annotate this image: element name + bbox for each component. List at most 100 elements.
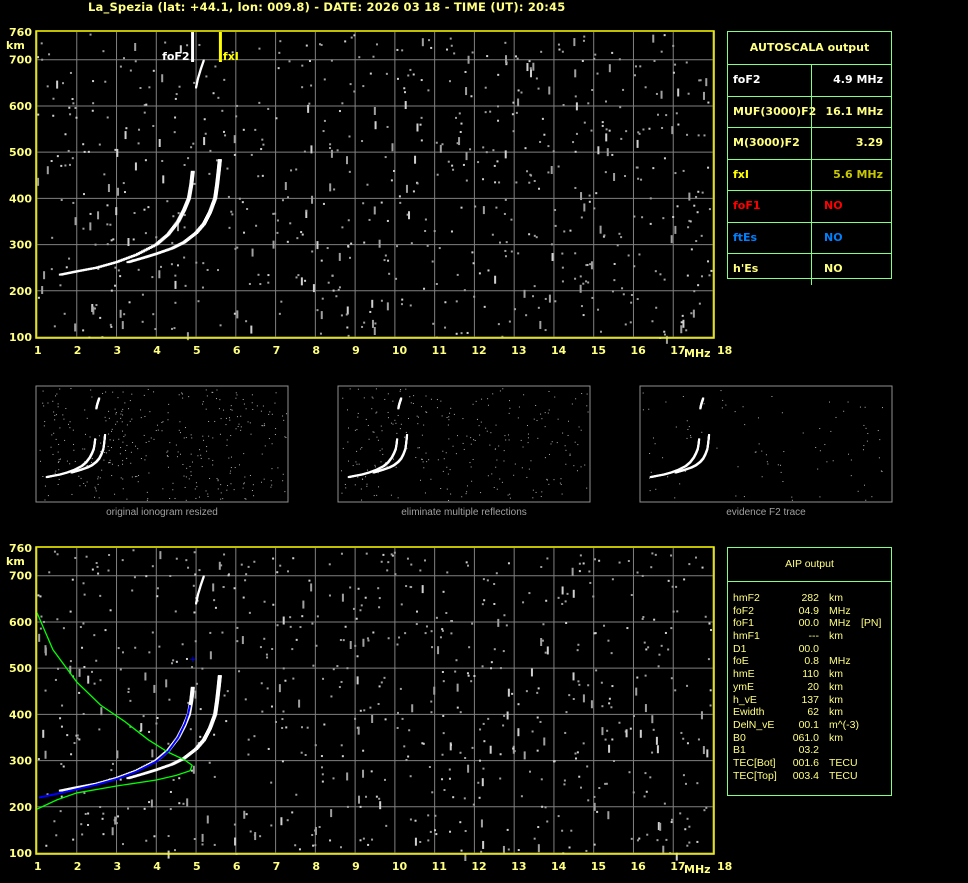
noise-point (340, 680, 343, 683)
noise-point (865, 427, 867, 429)
noise-point (881, 471, 883, 473)
aip-cell (861, 592, 891, 605)
noise-point (421, 585, 424, 594)
noise-point (680, 325, 683, 334)
noise-point (590, 129, 593, 132)
noise-point (57, 667, 60, 670)
noise-point (624, 323, 627, 326)
noise-point (431, 260, 434, 263)
noise-point (533, 285, 536, 288)
noise-point (448, 419, 450, 421)
noise-point (593, 558, 596, 561)
x-tick-label: 12 (471, 344, 486, 357)
noise-point (121, 321, 124, 330)
noise-point (285, 413, 287, 415)
thumbnail-frame (337, 385, 591, 503)
noise-point (243, 453, 245, 455)
noise-point (754, 451, 756, 453)
autoscala-key: M(3000)F2 (728, 128, 812, 159)
x-tick-label: 17 (670, 860, 685, 873)
noise-point (126, 424, 128, 426)
aip-cell: km (829, 668, 843, 681)
noise-point (557, 165, 560, 168)
noise-point (374, 466, 376, 468)
noise-point (365, 418, 367, 420)
noise-point (410, 563, 413, 566)
noise-point (428, 459, 430, 461)
noise-point (564, 600, 567, 603)
noise-point (682, 774, 685, 777)
noise-point (608, 702, 611, 705)
noise-point (561, 252, 564, 255)
noise-point (638, 132, 641, 135)
noise-point (157, 429, 159, 431)
trace-mark (215, 692, 220, 695)
noise-point (275, 392, 277, 394)
noise-point (178, 429, 180, 431)
noise-point (452, 168, 455, 171)
noise-point (104, 80, 107, 83)
trace-mark (188, 189, 193, 192)
aip-cell (861, 757, 891, 770)
noise-point (270, 486, 272, 488)
aip-cell: foF2 (733, 604, 755, 617)
noise-point (121, 651, 124, 654)
noise-point (294, 844, 297, 847)
noise-point (68, 257, 71, 260)
noise-point (84, 433, 86, 435)
noise-point (238, 423, 240, 425)
noise-point (393, 169, 396, 172)
noise-point (93, 682, 96, 685)
noise-point (44, 421, 46, 423)
noise-point (258, 47, 261, 50)
noise-point (420, 79, 423, 82)
noise-point (603, 624, 606, 627)
noise-point (126, 498, 128, 500)
noise-point (203, 439, 205, 441)
noise-point (528, 770, 531, 773)
noise-point (574, 150, 577, 153)
noise-point (656, 839, 659, 842)
noise-point (190, 769, 193, 772)
noise-point (466, 435, 468, 437)
noise-point (384, 254, 387, 257)
noise-point (582, 742, 585, 745)
noise-point (594, 53, 597, 56)
aip-cell: 00.1 (798, 718, 819, 731)
noise-point (378, 486, 380, 488)
noise-point (280, 817, 283, 826)
noise-point (205, 75, 208, 78)
noise-point (383, 259, 386, 262)
y-tick-label: 200 (9, 801, 32, 814)
noise-point (101, 469, 103, 471)
noise-point (333, 188, 336, 191)
noise-point (680, 731, 683, 734)
noise-point (878, 457, 880, 459)
noise-point (361, 499, 363, 501)
noise-point (541, 418, 543, 420)
noise-point (695, 240, 698, 243)
noise-point (73, 742, 76, 745)
noise-point (158, 270, 161, 279)
noise-point (242, 128, 245, 131)
noise-point (335, 295, 338, 298)
noise-point (586, 263, 589, 266)
noise-point (165, 679, 168, 688)
noise-point (737, 466, 739, 468)
noise-point (261, 453, 263, 455)
noise-point (781, 412, 783, 414)
noise-point (150, 437, 152, 439)
caption-evidence-f2: evidence F2 trace (726, 507, 806, 518)
noise-point (85, 555, 88, 558)
noise-point (516, 57, 519, 60)
autoscala-value: 4.9 MHz (833, 73, 883, 86)
noise-point (499, 667, 502, 670)
noise-point (466, 331, 469, 334)
noise-point (119, 778, 122, 781)
noise-point (517, 98, 520, 107)
trace-mark (215, 177, 220, 180)
noise-point (611, 685, 614, 688)
noise-point (107, 445, 109, 447)
noise-point (174, 610, 177, 613)
noise-point (419, 569, 422, 572)
